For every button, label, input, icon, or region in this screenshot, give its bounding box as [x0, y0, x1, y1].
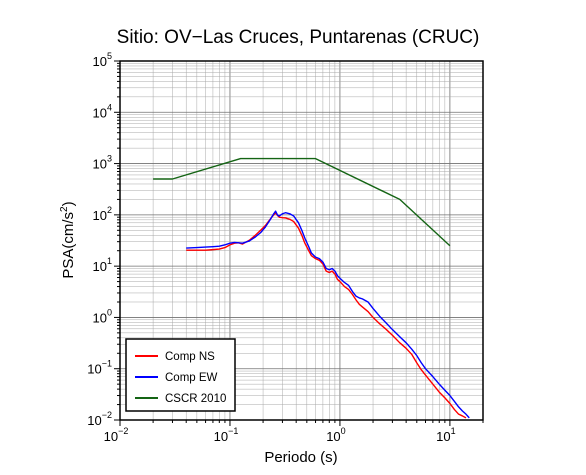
y-tick-label: 104 — [93, 102, 112, 120]
series-line-1 — [186, 210, 470, 419]
y-tick-exp: −2 — [102, 410, 112, 420]
legend-label-1: Comp EW — [165, 372, 218, 384]
y-tick-base: 10 — [93, 310, 107, 325]
legend: Comp NS Comp EW CSCR 2010 — [125, 338, 236, 412]
y-tick-base: 10 — [93, 259, 107, 274]
y-tick-exp: −1 — [102, 359, 112, 369]
y-tick-base: 10 — [93, 105, 107, 120]
x-tick-label: 100 — [326, 426, 345, 444]
x-tick-base: 10 — [104, 429, 118, 444]
y-tick-label: 102 — [93, 205, 112, 223]
y-axis-label: PSA(cm/s2) — [59, 201, 77, 278]
y-tick-label: 10−2 — [87, 410, 112, 428]
y-axis-label-sup: 2 — [59, 206, 70, 212]
x-tick-label: 10−2 — [104, 426, 129, 444]
x-tick-base: 10 — [436, 429, 450, 444]
y-tick-label: 100 — [93, 307, 112, 325]
y-tick-base: 10 — [93, 157, 107, 172]
series-layer — [153, 157, 470, 419]
y-tick-exp: 1 — [107, 256, 112, 266]
y-tick-exp: 0 — [107, 307, 112, 317]
y-axis-label-close: ) — [60, 201, 77, 206]
series-line-2 — [153, 157, 451, 247]
y-tick-exp: 5 — [107, 51, 112, 61]
plot-frame — [119, 60, 484, 421]
y-tick-exp: 4 — [107, 102, 112, 112]
x-tick-exp: 1 — [451, 426, 456, 436]
y-tick-base: 10 — [93, 208, 107, 223]
series-line-0 — [186, 212, 467, 419]
x-axis-label: Periodo (s) — [264, 449, 337, 466]
x-tick-label: 101 — [436, 426, 455, 444]
y-tick-base: 10 — [87, 413, 101, 428]
y-tick-base: 10 — [87, 362, 101, 377]
tick-marks — [114, 60, 484, 426]
x-tick-exp: −2 — [118, 426, 128, 436]
y-tick-label: 101 — [93, 256, 112, 274]
x-tick-label: 10−1 — [214, 426, 239, 444]
legend-label-2: CSCR 2010 — [165, 393, 226, 405]
x-tick-exp: 0 — [341, 426, 346, 436]
x-tick-exp: −1 — [228, 426, 238, 436]
y-tick-exp: 2 — [107, 205, 112, 215]
y-tick-exp: 3 — [107, 154, 112, 164]
y-tick-label: 103 — [93, 154, 112, 172]
legend-label-0: Comp NS — [165, 351, 215, 363]
y-tick-label: 105 — [93, 51, 112, 69]
y-tick-label: 10−1 — [87, 359, 112, 377]
y-tick-base: 10 — [93, 54, 107, 69]
x-tick-base: 10 — [214, 429, 228, 444]
x-tick-labels: 10−2 10−1 100 101 — [104, 426, 456, 444]
y-axis-label-base: PSA(cm/s — [60, 212, 77, 279]
x-tick-base: 10 — [326, 429, 340, 444]
chart-title: Sitio: OV−Las Cruces, Puntarenas (CRUC) — [117, 27, 480, 48]
